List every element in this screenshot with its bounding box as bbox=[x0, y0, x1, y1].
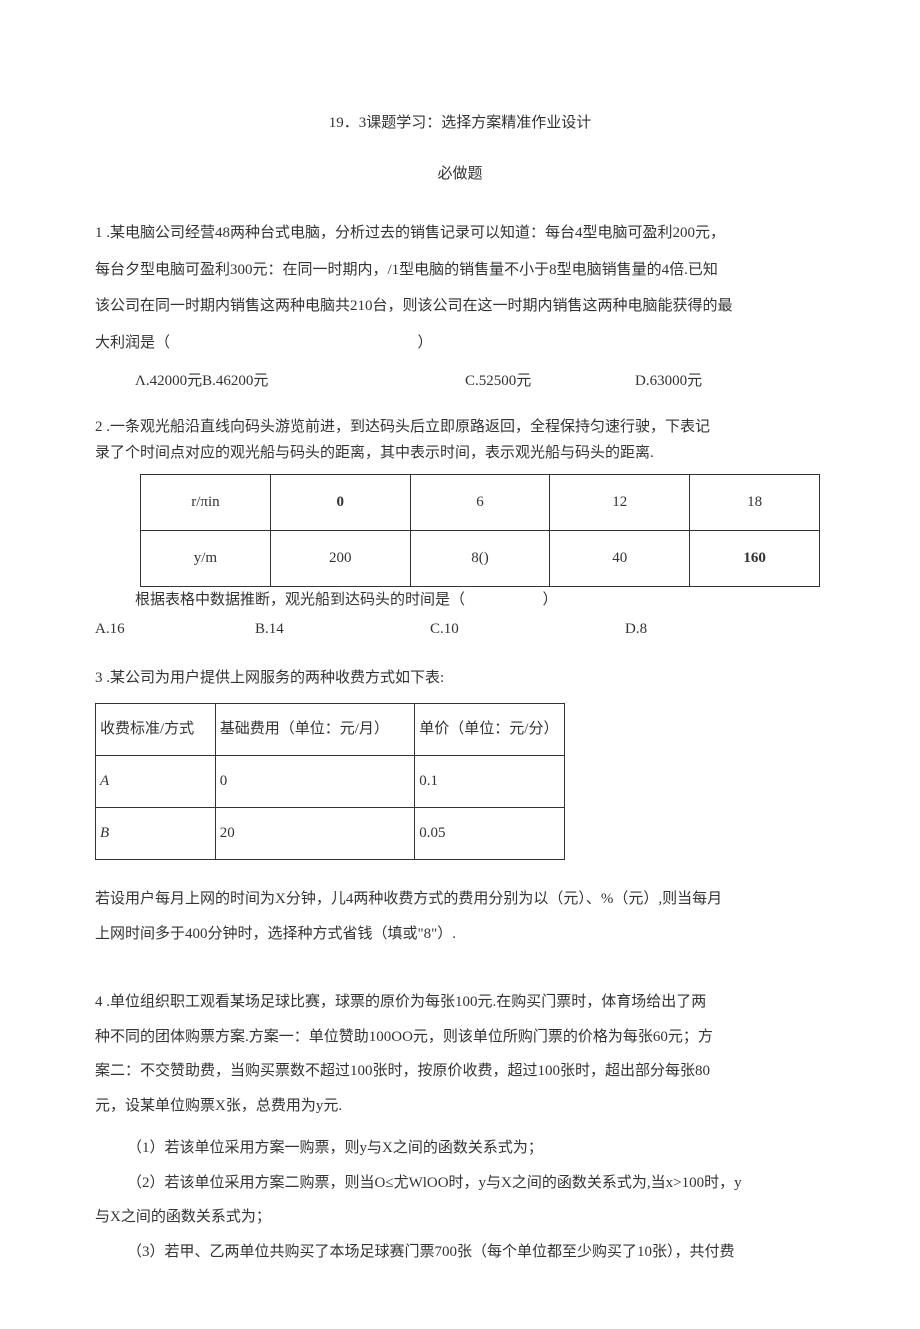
q2-t-h3: 12 bbox=[550, 475, 690, 531]
q4-line4: 元，设某单位购票X张，总费用为y元. bbox=[95, 1089, 825, 1124]
q2-opt-c: C.10 bbox=[430, 616, 625, 643]
q4-line3: 案二：不交赞助费，当购买票数不超过100张时，按原价收费，超过100张时，超出部… bbox=[95, 1054, 825, 1089]
q1-options: Λ.42000元B.46200元 C.52500元 D.63000元 bbox=[95, 368, 825, 395]
q2-line1: 2 .一条观光船沿直线向码头游览前进，到达码头后立即原路返回，全程保持匀速行驶，… bbox=[95, 415, 825, 441]
q4-sub2: （2）若该单位采用方案二购票，则当O≤尤WlOO时，y与X之间的函数关系式为,当… bbox=[95, 1166, 825, 1201]
q1-line4-close: ） bbox=[418, 335, 433, 351]
q2-opt-d: D.8 bbox=[625, 616, 647, 643]
q1-line4: 大利润是（ ） bbox=[95, 326, 825, 361]
q4-sub1: （1）若该单位采用方案一购票，则y与X之间的函数关系式为； bbox=[95, 1131, 825, 1166]
q3-rB-0: B bbox=[96, 808, 216, 860]
q4-sub2b: 与X之间的函数关系式为； bbox=[95, 1200, 825, 1235]
q3-line1: 3 .某公司为用户提供上网服务的两种收费方式如下表: bbox=[95, 661, 825, 696]
q2-t-r3: 40 bbox=[550, 531, 690, 587]
q4-sub2a: （2）若该单位采用方案二购票，则当O≤尤WlOO时，y与X之间的函数关系式为,当… bbox=[95, 1175, 742, 1191]
q3-th2: 基础费用（单位：元/月） bbox=[215, 704, 415, 756]
q1-opt-d: D.63000元 bbox=[635, 368, 702, 395]
q2-t-r2: 8() bbox=[410, 531, 550, 587]
table-row: y/m 200 8() 40 160 bbox=[141, 531, 820, 587]
q2-opt-b: B.14 bbox=[255, 616, 430, 643]
q2-options: A.16 B.14 C.10 D.8 bbox=[95, 616, 825, 643]
q1-line3: 该公司在同一时期内销售这两种电脑共210台，则该公司在这一时期内销售这两种电脑能… bbox=[95, 289, 825, 324]
q3-tail: 若设用户每月上网的时间为X分钟，儿4两种收费方式的费用分别为以（元）、%（元）,… bbox=[95, 882, 825, 951]
q1-line1: 1 .某电脑公司经营48两种台式电脑，分析过去的销售记录可以知道：每台4型电脑可… bbox=[95, 216, 825, 251]
q2-table: r/πin 0 6 12 18 y/m 200 8() 40 160 bbox=[140, 474, 820, 587]
question-2: 2 .一条观光船沿直线向码头游览前进，到达码头后立即原路返回，全程保持匀速行驶，… bbox=[95, 415, 825, 466]
q3-th1: 收费标准/方式 bbox=[96, 704, 216, 756]
q3-rA-0: A bbox=[96, 756, 216, 808]
q2-t-r4: 160 bbox=[690, 531, 820, 587]
q1-opt-c: C.52500元 bbox=[465, 368, 635, 395]
q3-line3: 上网时间多于400分钟时，选择种方式省钱（填或"8"）. bbox=[95, 917, 825, 952]
q2-after-open: 根据表格中数据推断，观光船到达码头的时间是（ bbox=[135, 592, 465, 608]
q2-t-h2: 6 bbox=[410, 475, 550, 531]
q1-line2: 每台夕型电脑可盈利300元：在同一时期内，/1型电脑的销售量不小于8型电脑销售量… bbox=[95, 253, 825, 288]
q3-table: 收费标准/方式 基础费用（单位：元/月） 单价（单位：元/分） A 0 0.1 … bbox=[95, 703, 565, 860]
q1-line4-open: 大利润是（ bbox=[95, 335, 170, 351]
q2-after-close: ） bbox=[543, 592, 558, 608]
q2-line2: 录了个时间点对应的观光船与码头的距离，其中表示时间，表示观光船与码头的距离. bbox=[95, 441, 825, 467]
table-row: 收费标准/方式 基础费用（单位：元/月） 单价（单位：元/分） bbox=[96, 704, 565, 756]
doc-title: 19．3课题学习：选择方案精准作业设计 bbox=[95, 110, 825, 137]
q4-line1: 4 .单位组织职工观看某场足球比赛，球票的原价为每张100元.在购买门票时，体育… bbox=[95, 985, 825, 1020]
q3-rB-2: 0.05 bbox=[415, 808, 565, 860]
q1-opt-ab: Λ.42000元B.46200元 bbox=[135, 368, 465, 395]
q2-t-r1: 200 bbox=[270, 531, 410, 587]
question-3: 3 .某公司为用户提供上网服务的两种收费方式如下表: bbox=[95, 661, 825, 696]
q2-t-h4: 18 bbox=[690, 475, 820, 531]
q2-t-r0: y/m bbox=[141, 531, 271, 587]
q2-t-h0: r/πin bbox=[141, 475, 271, 531]
q2-opt-a: A.16 bbox=[95, 616, 255, 643]
q2-after: 根据表格中数据推断，观光船到达码头的时间是（ ） bbox=[95, 589, 825, 612]
table-row: A 0 0.1 bbox=[96, 756, 565, 808]
question-1: 1 .某电脑公司经营48两种台式电脑，分析过去的销售记录可以知道：每台4型电脑可… bbox=[95, 216, 825, 360]
doc-subtitle: 必做题 bbox=[95, 161, 825, 188]
q2-t-h1: 0 bbox=[270, 475, 410, 531]
q4-sub3: （3）若甲、乙两单位共购买了本场足球赛门票700张（每个单位都至少购买了10张）… bbox=[95, 1235, 825, 1270]
table-row: B 20 0.05 bbox=[96, 808, 565, 860]
q3-rA-2: 0.1 bbox=[415, 756, 565, 808]
q4-line2: 种不同的团体购票方案.方案一：单位赞助100OO元，则该单位所购门票的价格为每张… bbox=[95, 1020, 825, 1055]
question-4: 4 .单位组织职工观看某场足球比赛，球票的原价为每张100元.在购买门票时，体育… bbox=[95, 985, 825, 1123]
q3-line2: 若设用户每月上网的时间为X分钟，儿4两种收费方式的费用分别为以（元）、%（元）,… bbox=[95, 882, 825, 917]
table-row: r/πin 0 6 12 18 bbox=[141, 475, 820, 531]
q3-th3: 单价（单位：元/分） bbox=[415, 704, 565, 756]
q3-rA-1: 0 bbox=[215, 756, 415, 808]
q3-rB-1: 20 bbox=[215, 808, 415, 860]
